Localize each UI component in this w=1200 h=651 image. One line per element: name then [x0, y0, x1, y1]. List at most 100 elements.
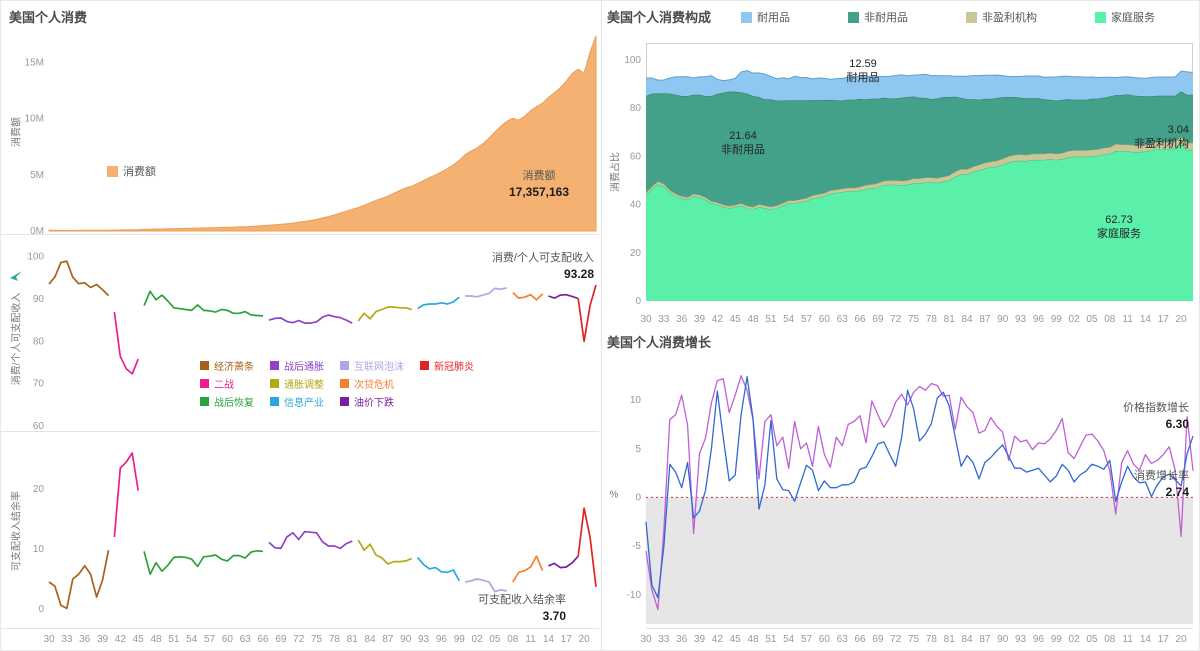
era-label: 油价下跌: [354, 398, 394, 409]
ratio-segment-9: [577, 284, 597, 343]
svg-text:63: 63: [240, 634, 252, 645]
svg-text:48: 48: [150, 634, 162, 645]
era-legend-item[interactable]: 战后恢复: [200, 394, 254, 409]
consumption-legend-swatch: [107, 165, 118, 177]
composition-legend: 耐用品 非耐用品 非盈利机构 家庭服务: [741, 9, 1155, 25]
svg-text:20: 20: [1176, 314, 1188, 325]
y-axis-label-ratio: 消费/个人可支配收入: [11, 292, 23, 386]
svg-text:42: 42: [712, 314, 724, 325]
svg-text:84: 84: [962, 634, 974, 645]
svg-text:99: 99: [454, 634, 466, 645]
svg-text:99: 99: [1051, 634, 1063, 645]
svg-text:60: 60: [630, 151, 642, 162]
svg-text:14: 14: [543, 634, 555, 645]
svg-text:05: 05: [489, 634, 501, 645]
legend-label: 家庭服务: [1111, 12, 1155, 24]
era-swatch: [200, 397, 209, 406]
era-legend-item[interactable]: 通胀调整: [270, 376, 324, 391]
composition-legend-item[interactable]: 耐用品: [741, 9, 790, 25]
era-swatch: [340, 397, 349, 406]
svg-text:87: 87: [979, 314, 991, 325]
ratio-annotation-value: 93.28: [563, 266, 594, 281]
svg-text:33: 33: [61, 634, 73, 645]
era-label: 通胀调整: [284, 380, 324, 391]
ratio-segment-4: [357, 306, 412, 322]
era-legend-item[interactable]: 油价下跌: [340, 394, 404, 409]
era-swatch: [340, 379, 349, 388]
ratio-segment-3: [268, 314, 353, 324]
durables-annotation-value: 12.59: [849, 58, 877, 70]
era-label: 战后恢复: [214, 398, 254, 409]
svg-text:14: 14: [1140, 314, 1152, 325]
savings-annotation-label: 可支配收入结余率: [478, 594, 566, 606]
composition-band-edge: [646, 70, 1194, 82]
svg-text:51: 51: [765, 634, 777, 645]
svg-text:33: 33: [658, 634, 670, 645]
svg-text:78: 78: [329, 634, 341, 645]
svg-text:69: 69: [872, 314, 884, 325]
era-label: 次贷危机: [354, 380, 394, 391]
nonprofit-annotation-value: 3.04: [1167, 124, 1189, 136]
era-legend-item[interactable]: 次贷危机: [340, 376, 404, 391]
ratio-line: [48, 260, 597, 375]
era-swatch: [270, 379, 279, 388]
svg-text:30: 30: [640, 634, 652, 645]
era-legend-item[interactable]: 战后通胀: [270, 358, 324, 373]
svg-text:45: 45: [730, 314, 742, 325]
durables-annotation: 12.59 耐用品: [813, 57, 913, 86]
svg-text:93: 93: [1015, 314, 1027, 325]
svg-text:39: 39: [97, 634, 109, 645]
savings-segment-1: [113, 452, 140, 538]
svg-text:60: 60: [33, 421, 45, 432]
svg-text:48: 48: [747, 314, 759, 325]
svg-text:36: 36: [79, 634, 91, 645]
svg-text:66: 66: [257, 634, 269, 645]
legend-label: 非盈利机构: [982, 12, 1037, 24]
svg-text:15M: 15M: [25, 57, 44, 68]
consumption-legend-item[interactable]: 消费额: [107, 163, 156, 179]
era-legend-item[interactable]: 经济萧条: [200, 358, 254, 373]
era-label: 经济萧条: [214, 362, 254, 373]
growth-y-axis: -10 -5 0 5 10: [627, 395, 642, 601]
era-swatch: [200, 379, 209, 388]
svg-text:17: 17: [1158, 314, 1170, 325]
svg-text:80: 80: [630, 103, 642, 114]
services-annotation-label: 家庭服务: [1097, 228, 1141, 241]
composition-legend-item[interactable]: 非盈利机构: [966, 9, 1037, 25]
svg-text:90: 90: [400, 634, 412, 645]
svg-text:10: 10: [630, 395, 642, 406]
savings-line: [48, 452, 597, 610]
svg-text:90: 90: [997, 314, 1009, 325]
era-legend-item[interactable]: 二战: [200, 376, 254, 391]
svg-text:84: 84: [365, 634, 377, 645]
svg-text:78: 78: [926, 314, 938, 325]
growth-line-1: [645, 376, 1194, 599]
svg-text:70: 70: [33, 379, 45, 390]
savings-segment-4: [357, 539, 413, 565]
savings-segment-5: [416, 556, 461, 582]
svg-text:87: 87: [979, 634, 991, 645]
era-legend-item[interactable]: 信息产业: [270, 394, 324, 409]
era-legend-item[interactable]: 新冠肺炎: [420, 358, 474, 373]
consumption-growth-annotation: 消费增长率 2.74: [1049, 469, 1189, 500]
composition-legend-item[interactable]: 家庭服务: [1095, 9, 1155, 25]
y-axis-label-savings: 可支配收入结余率: [11, 491, 23, 571]
price-growth-annotation-label: 价格指数增长: [1123, 402, 1189, 414]
era-label: 信息产业: [284, 398, 324, 409]
svg-text:84: 84: [962, 314, 974, 325]
svg-text:60: 60: [222, 634, 234, 645]
ratio-annotation: 消费/个人可支配收入 93.28: [444, 251, 594, 282]
svg-text:48: 48: [747, 634, 759, 645]
era-legend-item[interactable]: 互联网泡沫: [340, 358, 404, 373]
svg-text:81: 81: [944, 634, 956, 645]
svg-text:42: 42: [115, 634, 127, 645]
svg-text:11: 11: [1122, 314, 1133, 325]
svg-text:02: 02: [472, 634, 484, 645]
svg-text:57: 57: [801, 634, 813, 645]
svg-text:08: 08: [507, 634, 519, 645]
y-axis-label-composition: 消费占比: [610, 152, 622, 192]
svg-text:-10: -10: [627, 590, 642, 601]
svg-text:57: 57: [801, 314, 813, 325]
composition-legend-item[interactable]: 非耐用品: [848, 9, 908, 25]
